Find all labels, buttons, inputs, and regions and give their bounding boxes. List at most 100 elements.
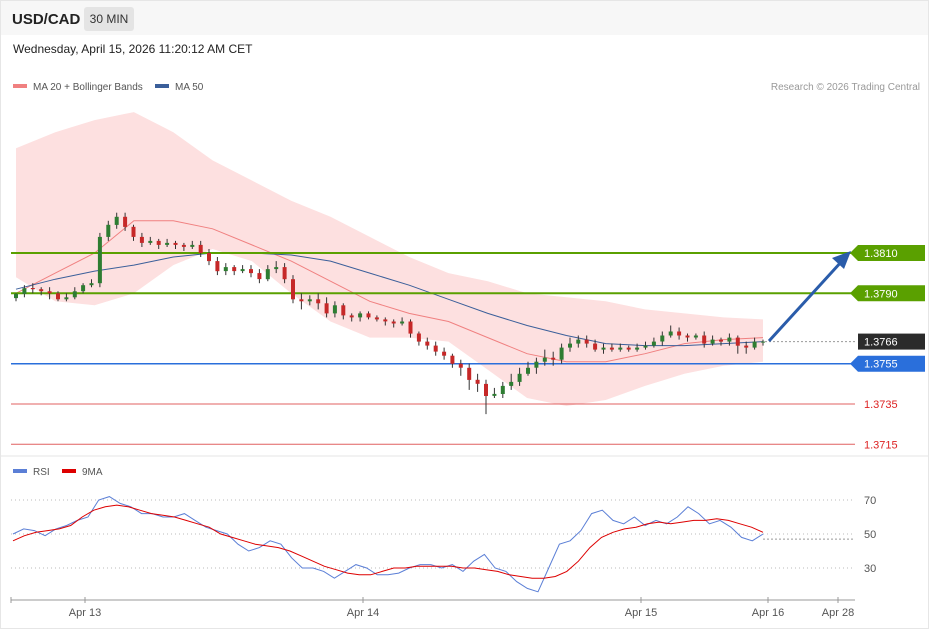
candles	[14, 212, 765, 415]
candle-body	[257, 273, 262, 280]
candle-body	[223, 267, 228, 272]
ma50-legend-label: MA 50	[175, 82, 204, 93]
rsi-tick-label: 50	[864, 529, 876, 541]
candle-body	[475, 379, 480, 384]
candle-body	[584, 339, 589, 344]
candle-body	[761, 341, 765, 343]
candle-body	[509, 381, 514, 386]
current-price-label: 1.3766	[864, 337, 898, 349]
forecast-arrow	[767, 251, 851, 343]
candle-body	[710, 339, 715, 344]
candle-body	[458, 363, 463, 368]
candle-body	[685, 335, 690, 338]
ma20-legend-swatch	[13, 84, 27, 88]
ma9-legend-label: 9MA	[82, 467, 103, 478]
support-resistance-levels: 1.3810 1.3790 1.3766 1.3755 1.3735 1.3715	[11, 245, 925, 451]
candle-body	[358, 313, 363, 318]
candle-body	[425, 341, 430, 346]
candle-body	[47, 291, 52, 294]
candle-body	[744, 345, 749, 348]
rsi-ma9-line	[12, 504, 764, 579]
candle-body	[64, 297, 69, 300]
candle-body	[324, 303, 329, 314]
candle-body	[442, 351, 447, 356]
candle-body	[467, 367, 472, 380]
candle-body	[148, 240, 153, 243]
candle-body	[56, 293, 60, 300]
candle-body	[282, 267, 287, 280]
rsi-pane: 70 50 30	[11, 495, 876, 593]
candle-body	[492, 393, 497, 396]
candle-body	[106, 224, 111, 237]
pivot-tag	[850, 355, 925, 372]
candle-body	[609, 347, 614, 350]
candle-body	[156, 240, 161, 245]
forecast-arrow-head	[832, 251, 851, 269]
candle-body	[341, 305, 346, 316]
candle-body	[450, 355, 455, 364]
candle-body	[626, 347, 631, 350]
ma9-legend-swatch	[62, 469, 76, 473]
candle-body	[643, 345, 648, 348]
candle-body	[542, 357, 547, 362]
candle-body	[635, 347, 640, 350]
candle-body	[274, 267, 279, 270]
candle-body	[618, 347, 623, 350]
support-label: 1.3735	[864, 399, 898, 411]
candle-body	[190, 244, 195, 247]
resistance-tag	[850, 285, 925, 302]
candle-body	[735, 337, 740, 346]
candle-body	[568, 343, 572, 348]
ma50-line	[15, 252, 764, 347]
x-tick-label: Apr 28	[822, 607, 854, 619]
resistance-label: 1.3810	[864, 248, 898, 260]
candle-body	[215, 261, 220, 272]
candle-body	[97, 236, 102, 284]
candle-body	[316, 299, 321, 304]
candle-body	[165, 242, 170, 245]
bollinger-bands	[16, 112, 763, 406]
x-tick-label: Apr 16	[752, 607, 784, 619]
ma20-line	[15, 220, 764, 363]
candle-body	[374, 317, 379, 320]
candle-body	[416, 333, 421, 342]
candle-body	[89, 283, 94, 286]
forecast-arrow-shaft	[767, 259, 844, 343]
candle-body	[232, 267, 237, 272]
candle-body	[14, 293, 18, 299]
candle-body	[131, 226, 136, 237]
rsi-legend: RSI 9MA	[13, 467, 103, 478]
candle-body	[500, 385, 505, 394]
pivot-label: 1.3755	[864, 359, 898, 371]
candle-body	[72, 291, 77, 298]
candle-body	[265, 269, 270, 280]
resistance-tag	[850, 245, 925, 262]
candle-body	[668, 331, 673, 336]
candle-body	[181, 244, 186, 247]
candle-body	[517, 373, 522, 382]
rsi-legend-label: RSI	[33, 467, 50, 478]
candle-body	[433, 345, 438, 352]
rsi-tick-label: 30	[864, 563, 876, 575]
candle-body	[123, 216, 128, 227]
candle-body	[198, 244, 203, 253]
current-price-tag	[858, 333, 925, 350]
candle-body	[349, 315, 354, 318]
candle-body	[551, 357, 556, 360]
candle-body	[400, 321, 405, 324]
candle-body	[752, 341, 757, 348]
candle-body	[39, 289, 44, 292]
candle-body	[240, 269, 245, 272]
price-legend: MA 20 + Bollinger Bands MA 50 Research ©…	[13, 82, 920, 93]
candle-body	[332, 305, 337, 314]
candle-body	[727, 337, 732, 342]
moving-averages	[15, 220, 764, 363]
candle-body	[534, 361, 539, 368]
timeframe-button[interactable]: 30 MIN	[84, 7, 134, 31]
candle-body	[391, 321, 396, 324]
support-label: 1.3715	[864, 439, 898, 451]
x-axis: Apr 13 Apr 14 Apr 15 Apr 16 Apr 28	[10, 597, 855, 619]
candle-body	[702, 335, 707, 344]
candle-body	[559, 347, 564, 360]
candle-body	[81, 285, 86, 292]
